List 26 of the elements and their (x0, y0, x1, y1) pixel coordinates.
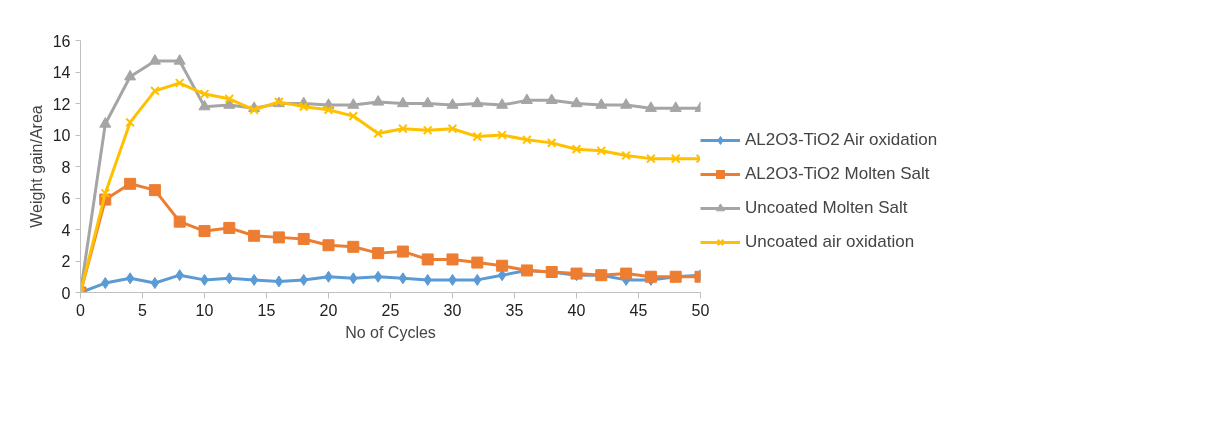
x-tick-label: 0 (76, 301, 86, 319)
y-tick-label: 14 (52, 64, 71, 81)
x-tick-label: 30 (443, 301, 462, 319)
y-tick-label: 2 (61, 253, 71, 270)
x-tick-label: 20 (319, 301, 338, 319)
x-tick-label: 45 (629, 301, 648, 319)
x-tick-label: 15 (257, 301, 276, 319)
legend-label: AL2O3-TiO2 Air oxidation (745, 130, 938, 150)
y-tick-label: 8 (61, 158, 71, 176)
x-tick-label: 50 (691, 301, 710, 319)
y-tick-label: 0 (61, 284, 71, 302)
y-tick-label: 10 (52, 127, 71, 144)
y-axis-title: Weight gain/Area (27, 105, 45, 228)
y-tick-label: 6 (61, 190, 71, 207)
x-tick-label: 5 (138, 301, 148, 319)
x-tick-label: 40 (567, 301, 586, 319)
legend-label: Uncoated Molten Salt (745, 198, 908, 218)
y-tick-label: 4 (61, 221, 71, 239)
x-tick-label: 25 (381, 301, 400, 319)
x-tick-label: 10 (195, 301, 214, 319)
legend-label: AL2O3-TiO2 Molten Salt (745, 164, 930, 184)
y-tick-label: 12 (52, 95, 71, 113)
y-tick-label: 16 (52, 32, 71, 50)
legend-label: Uncoated air oxidation (745, 232, 915, 252)
x-tick-label: 35 (505, 301, 524, 319)
x-axis-title: No of Cycles (345, 323, 436, 341)
